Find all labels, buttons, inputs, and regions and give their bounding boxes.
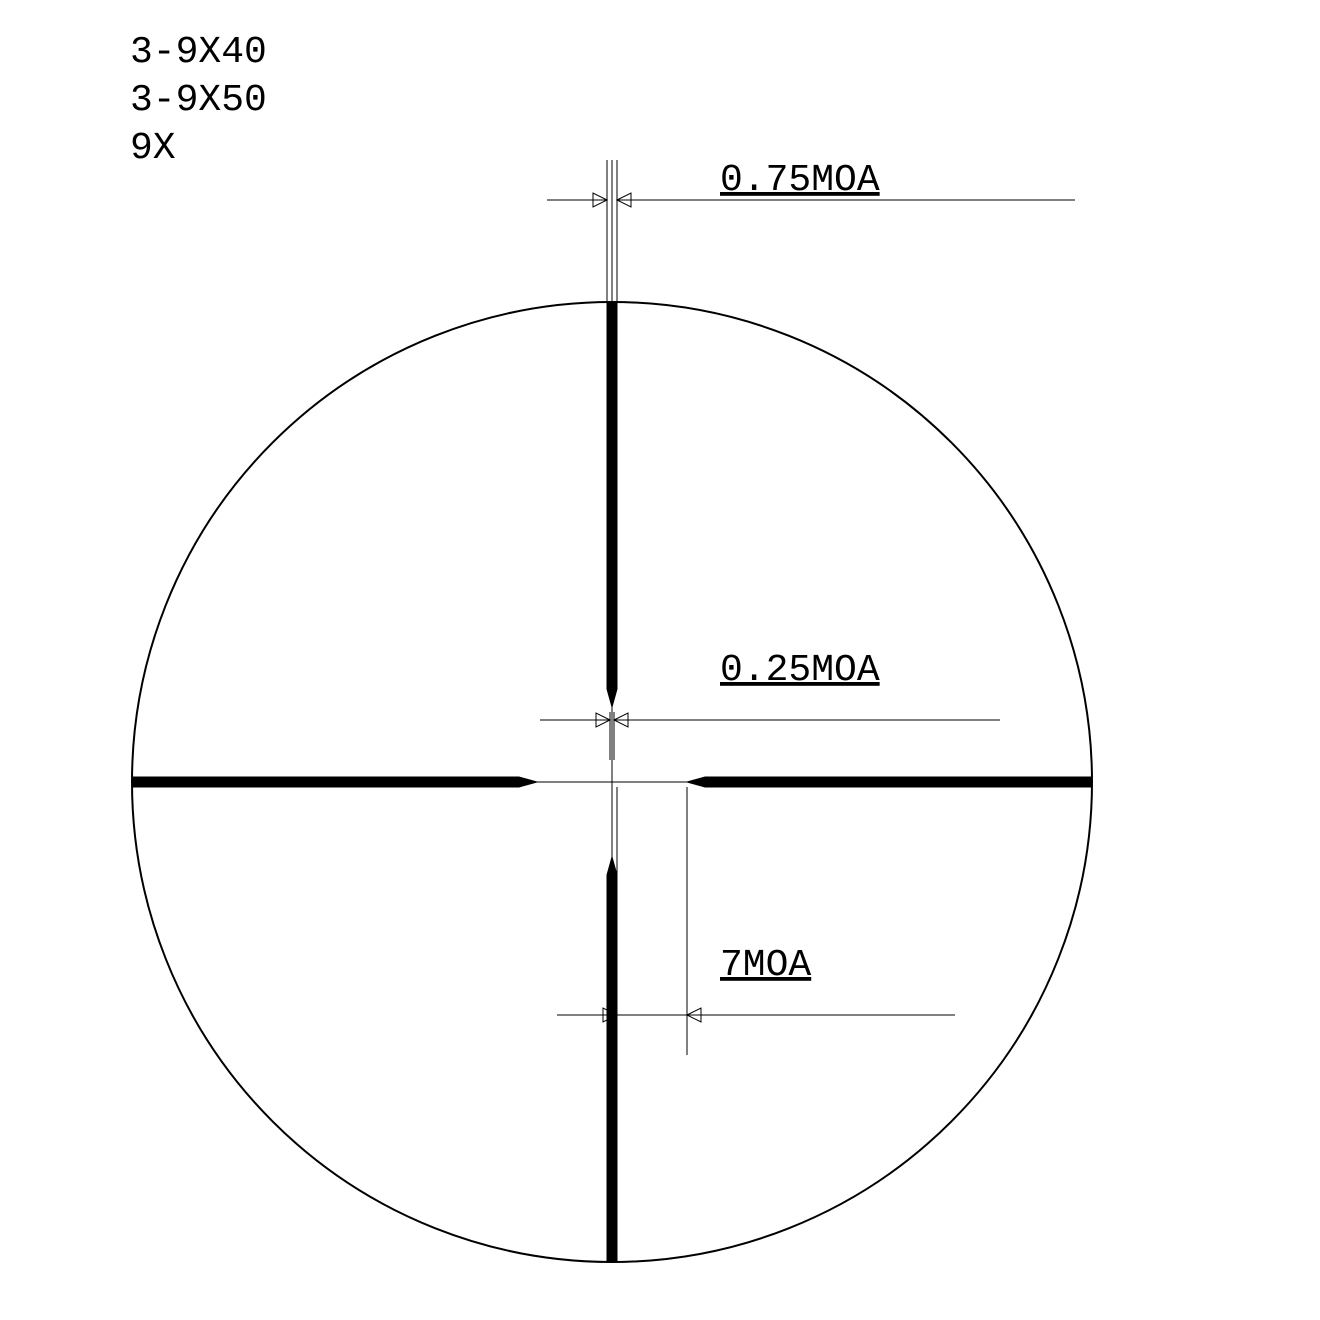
duplex-post-bottom bbox=[607, 857, 617, 1262]
duplex-post-top bbox=[607, 302, 617, 707]
dim-label-075moa: 0.75MOA bbox=[720, 159, 880, 202]
duplex-post-right bbox=[687, 777, 1092, 787]
header-line: 9X bbox=[130, 127, 176, 170]
duplex-post-left bbox=[132, 777, 537, 787]
dim-label-7moa: 7MOA bbox=[720, 944, 811, 987]
header-line: 3-9X50 bbox=[130, 79, 267, 122]
header-line: 3-9X40 bbox=[130, 31, 267, 74]
dim-label-025moa: 0.25MOA bbox=[720, 649, 880, 692]
